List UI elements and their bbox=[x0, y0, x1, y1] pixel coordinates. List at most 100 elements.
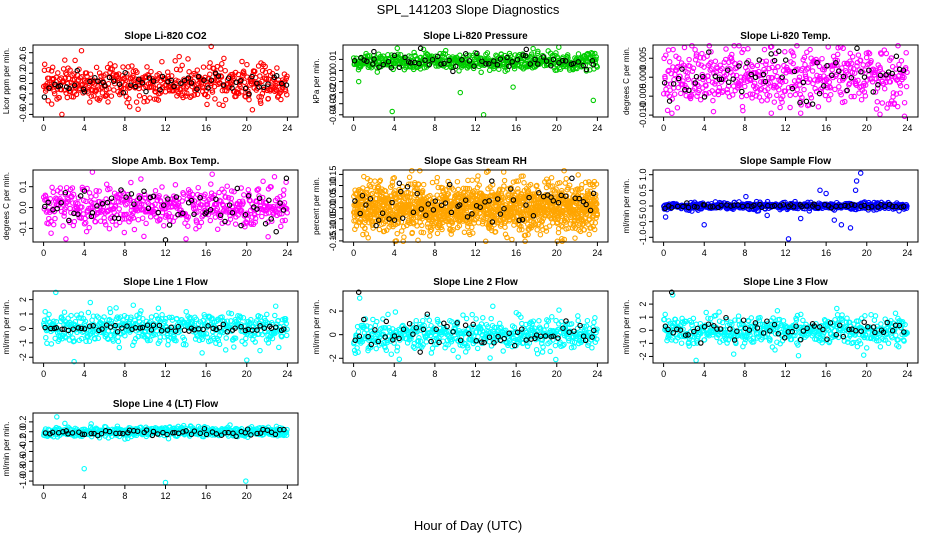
data-point bbox=[877, 72, 884, 79]
data-point bbox=[862, 93, 869, 99]
data-point bbox=[688, 92, 695, 99]
data-point bbox=[257, 73, 263, 79]
data-point bbox=[472, 192, 479, 199]
data-point bbox=[244, 216, 251, 223]
data-point bbox=[716, 76, 723, 83]
data-point bbox=[889, 70, 895, 77]
data-point bbox=[471, 188, 477, 194]
data-point bbox=[45, 66, 52, 73]
data-point bbox=[141, 94, 148, 101]
panel-4: Slope Amb. Box Temp.degrees C per min.0 4… bbox=[2, 156, 299, 258]
outlier-point bbox=[489, 178, 495, 184]
data-point bbox=[806, 76, 813, 82]
data-point bbox=[476, 182, 482, 188]
data-point bbox=[900, 203, 907, 210]
data-point bbox=[60, 223, 66, 229]
data-point bbox=[723, 46, 729, 52]
data-point bbox=[569, 188, 575, 194]
data-point bbox=[718, 202, 724, 209]
data-point bbox=[846, 80, 853, 87]
data-point bbox=[420, 181, 427, 188]
data-point bbox=[728, 55, 735, 62]
data-point bbox=[731, 60, 738, 67]
data-point bbox=[555, 216, 561, 223]
data-point bbox=[74, 67, 81, 74]
data-point bbox=[454, 178, 461, 185]
data-point bbox=[252, 219, 258, 225]
data-point bbox=[666, 98, 673, 104]
data-point bbox=[450, 68, 456, 75]
data-point bbox=[489, 219, 496, 225]
outlier-point bbox=[393, 238, 400, 244]
y-tick-label: 1.0 bbox=[638, 168, 648, 181]
x-tick-label: 12 bbox=[780, 123, 790, 133]
data-point bbox=[226, 202, 233, 208]
data-point bbox=[586, 179, 592, 185]
data-point bbox=[245, 193, 252, 199]
data-point bbox=[67, 67, 73, 73]
data-point bbox=[434, 53, 441, 60]
data-point bbox=[848, 60, 855, 67]
data-point bbox=[111, 209, 117, 216]
data-point bbox=[68, 312, 74, 319]
data-point bbox=[819, 55, 825, 62]
data-point bbox=[583, 51, 590, 58]
data-point bbox=[694, 204, 700, 210]
data-point bbox=[804, 203, 810, 209]
data-point bbox=[418, 229, 424, 236]
data-point bbox=[685, 204, 692, 211]
data-point bbox=[427, 228, 434, 234]
data-point bbox=[185, 214, 191, 220]
data-point bbox=[553, 186, 559, 192]
data-point bbox=[43, 334, 49, 341]
data-point bbox=[759, 98, 765, 104]
data-point bbox=[756, 57, 763, 63]
data-point bbox=[134, 69, 140, 76]
data-point bbox=[887, 79, 894, 85]
data-point bbox=[530, 213, 537, 219]
data-point bbox=[85, 213, 92, 219]
y-tick-label: -0.04 bbox=[328, 105, 338, 126]
data-point bbox=[284, 73, 290, 79]
data-point bbox=[769, 64, 775, 71]
data-point bbox=[582, 179, 589, 186]
outlier-point bbox=[817, 187, 823, 194]
data-point bbox=[391, 175, 398, 181]
data-point bbox=[265, 95, 272, 102]
data-point bbox=[690, 65, 697, 72]
data-point bbox=[188, 80, 195, 86]
data-point bbox=[426, 61, 433, 68]
data-point bbox=[815, 104, 822, 110]
data-point bbox=[258, 93, 265, 100]
data-point bbox=[425, 201, 432, 207]
data-point bbox=[572, 235, 578, 241]
data-point bbox=[239, 89, 245, 95]
data-point bbox=[141, 233, 147, 240]
data-point bbox=[379, 210, 386, 216]
outlier-point bbox=[768, 110, 775, 116]
x-tick-label: 0 bbox=[351, 248, 356, 258]
data-point bbox=[492, 228, 499, 235]
data-point bbox=[197, 195, 203, 201]
y-tick-label: 0.15 bbox=[328, 166, 338, 184]
data-point bbox=[136, 76, 142, 82]
data-point bbox=[692, 80, 699, 86]
data-point bbox=[238, 207, 245, 214]
data-point bbox=[471, 63, 477, 69]
data-point bbox=[488, 225, 495, 231]
data-point bbox=[115, 215, 122, 222]
data-point bbox=[177, 67, 183, 73]
data-point bbox=[769, 75, 776, 81]
data-point bbox=[564, 217, 571, 223]
data-point bbox=[480, 215, 487, 222]
data-point bbox=[501, 183, 507, 189]
data-point bbox=[110, 71, 117, 77]
data-point bbox=[701, 64, 707, 70]
data-point bbox=[245, 187, 252, 193]
data-point bbox=[803, 98, 810, 105]
data-point bbox=[870, 89, 876, 95]
data-point bbox=[802, 61, 808, 68]
data-point bbox=[49, 184, 55, 191]
data-point bbox=[115, 338, 122, 345]
data-point bbox=[749, 63, 756, 70]
